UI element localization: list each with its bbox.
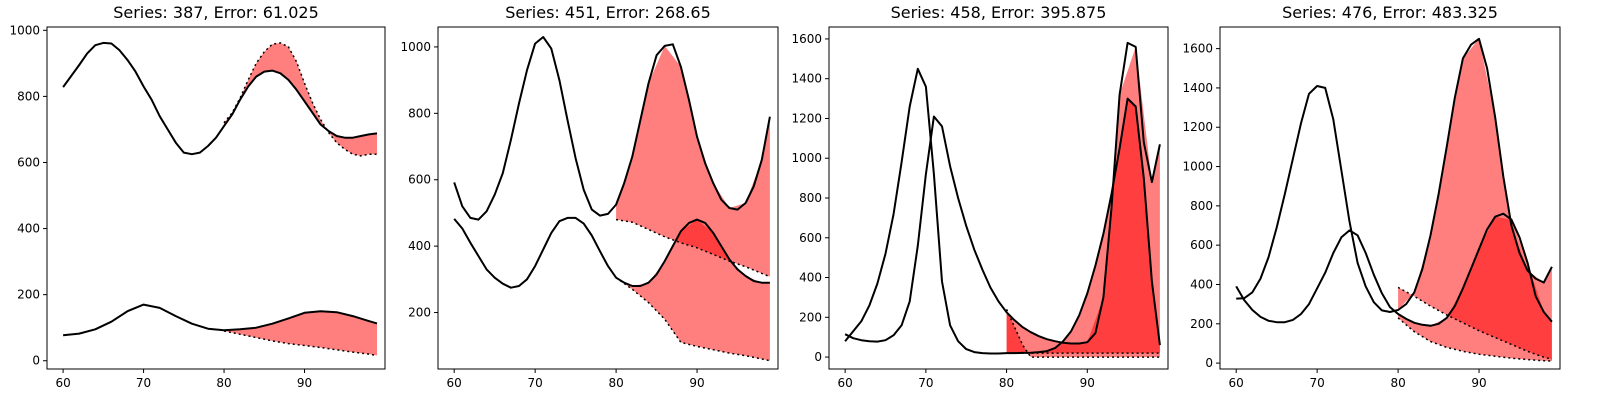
y-tick-label: 200 [17,288,40,302]
x-tick-label: 90 [1471,376,1486,390]
chart-title: Series: 458, Error: 395.875 [891,3,1107,22]
chart-title: Series: 476, Error: 483.325 [1282,3,1498,22]
x-tick-label: 70 [528,376,543,390]
x-tick-label: 90 [689,376,704,390]
forecast-line-1 [223,42,377,157]
series-line-2 [62,303,378,337]
chart-panel-2: 60 70 80 90 200 400 600 800 1000 Series: 451, Err… [400,3,779,390]
y-tick-label: 800 [799,191,822,205]
x-tick-label: 60 [447,376,462,390]
x-tick-label: 80 [999,376,1014,390]
x-tick-label: 80 [608,376,623,390]
plot-frame [437,26,779,370]
y-tick-label: 600 [408,173,431,187]
chart-panel-4: 60 70 80 90 0 200 400 600 800 1000 1200 1400 1600 Ser… [1182,3,1561,390]
y-tick-label: 600 [17,155,40,169]
y-tick-label: 400 [799,271,822,285]
error-region-1 [224,42,377,156]
y-tick-label: 1400 [1182,81,1213,95]
y-tick-label: 1400 [791,72,822,86]
y-tick-label: 800 [408,106,431,120]
x-tick-label: 70 [136,376,151,390]
plot-frame [1219,26,1561,370]
y-tick-label: 1000 [791,151,822,165]
y-tick-label: 600 [1190,238,1213,252]
series-line-2 [1235,212,1553,327]
y-tick-label: 1000 [1182,160,1213,174]
forecast-line-1 [1397,286,1553,360]
series-line-1 [844,67,1161,355]
y-tick-label: 400 [17,222,40,236]
series-line-1 [62,41,378,156]
y-tick-label: 600 [799,231,822,245]
x-tick-label: 90 [1080,376,1095,390]
x-tick-label: 60 [838,376,853,390]
error-region-1 [616,45,770,277]
x-tick-label: 70 [1310,376,1325,390]
series-line-2 [453,216,770,289]
y-tick-label: 800 [17,89,40,103]
chart-title: Series: 387, Error: 61.025 [113,3,319,22]
y-tick-label: 400 [408,239,431,253]
error-region-2 [224,311,377,356]
y-tick-label: 200 [1190,317,1213,331]
plot-frame [46,26,386,370]
y-tick-label: 1200 [1182,120,1213,134]
error-region-2 [616,219,770,361]
chart-title: Series: 451, Error: 268.65 [505,3,711,22]
forecast-line-2 [1397,317,1552,362]
y-tick-label: 200 [408,306,431,320]
x-tick-label: 60 [55,376,70,390]
forecast-line-1 [1005,308,1160,358]
error-region-2 [1006,46,1160,354]
y-tick-label: 1600 [1182,42,1213,56]
y-tick-label: 0 [814,350,822,364]
series-line-2 [844,41,1161,345]
x-tick-label: 80 [216,376,231,390]
x-tick-label: 90 [297,376,312,390]
y-tick-label: 1000 [9,23,40,37]
y-tick-label: 800 [1190,199,1213,213]
forecast-line-1 [615,218,771,278]
y-tick-label: 1000 [400,40,431,54]
chart-panel-3: 60 70 80 90 0 200 400 600 800 1000 1200 1400 1600 Ser… [791,3,1169,390]
y-tick-label: 0 [1205,356,1213,370]
x-tick-label: 60 [1229,376,1244,390]
y-tick-label: 400 [1190,277,1213,291]
y-tick-label: 1200 [791,111,822,125]
x-tick-label: 80 [1390,376,1405,390]
y-tick-label: 0 [32,354,40,368]
x-tick-label: 70 [918,376,933,390]
y-tick-label: 1600 [791,32,822,46]
series-line-1 [453,36,771,221]
y-tick-label: 200 [799,310,822,324]
chart-panel-1: 60 70 80 90 0 200 400 600 800 1000 Series: 387, Er… [9,3,386,390]
forecast-line-2 [223,330,378,357]
